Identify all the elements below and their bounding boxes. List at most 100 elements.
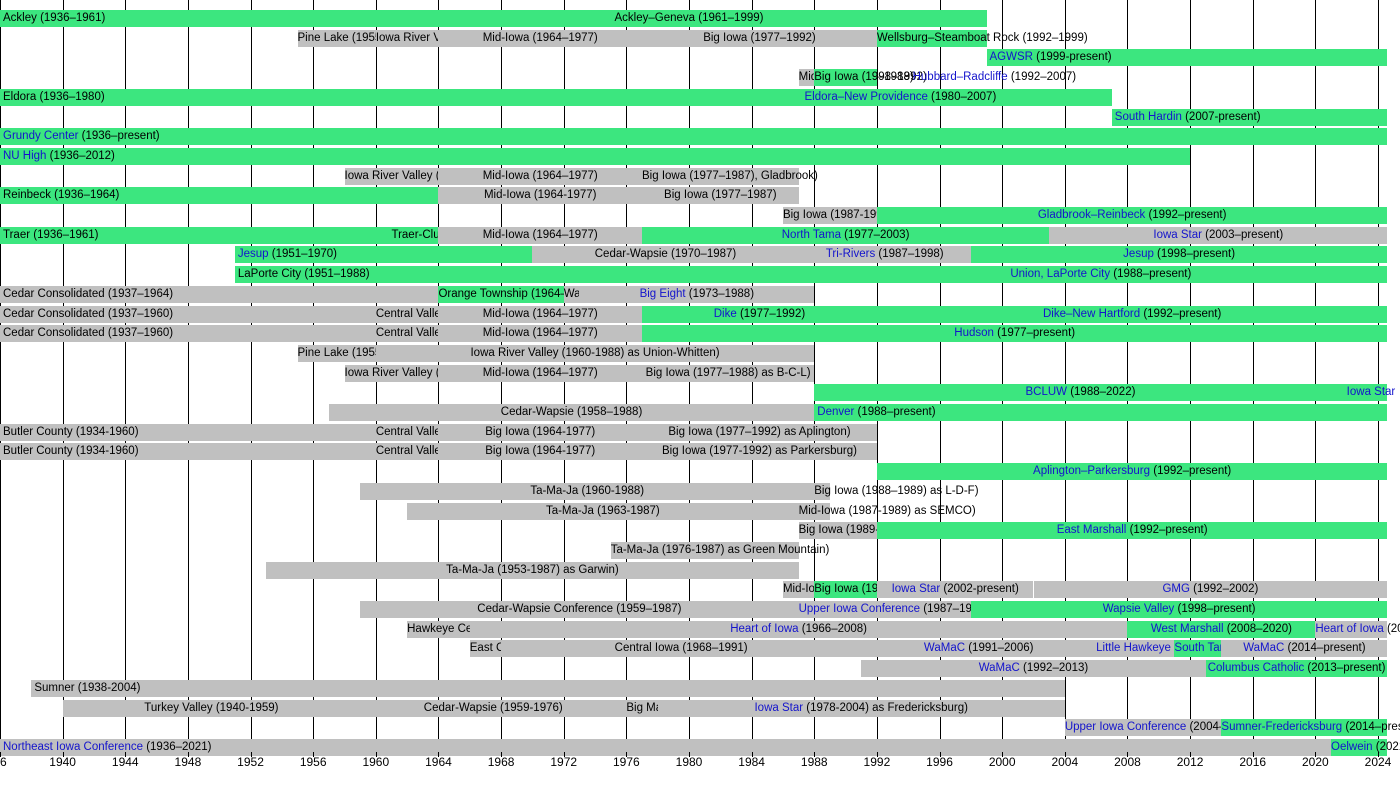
timeline-bar[interactable]: Mid-Iowa (1964–1977) (438, 167, 643, 185)
timeline-bar-name[interactable]: North Tama (781, 228, 841, 241)
timeline-bar-name[interactable]: NU High (3, 149, 47, 162)
timeline-bar-name[interactable]: Little Hawkeye (1096, 642, 1171, 655)
timeline-bar[interactable]: Big Iowa (1977–1987), Gladbrook) (642, 167, 818, 185)
timeline-bar[interactable]: Heart of Iowa (2020–present) (1315, 620, 1400, 638)
timeline-bar-name[interactable]: Aplington–Parkersburg (1033, 465, 1151, 478)
timeline-bar-name[interactable]: GMG (1162, 583, 1190, 596)
timeline-bar[interactable]: Orange Township (1964–1972) (438, 285, 596, 303)
timeline-bar-name[interactable]: Denver (817, 406, 855, 418)
timeline-bar-name[interactable]: Dike–New Hartford (1042, 307, 1141, 320)
timeline-bar[interactable]: Big Iowa (1964-1977) (438, 423, 643, 441)
timeline-bar[interactable]: Denver (1988–present) (814, 404, 1388, 421)
timeline-bar[interactable]: Upper Iowa Conference (1987–1998) (798, 601, 989, 618)
timeline-bar[interactable]: Mid-Iowa (1964–1977) (438, 305, 643, 323)
timeline-bar[interactable]: Wapsie Valley (1998–present) (970, 601, 1388, 618)
timeline-bar[interactable]: East Marshall (1992–present) (876, 522, 1388, 540)
timeline-bar[interactable]: WaMaC (2014–present) (1221, 640, 1388, 658)
timeline-bar[interactable]: Big Iowa (1988–1989) as L-D-F) (814, 482, 979, 500)
timeline-bar[interactable]: Big Iowa (1998–1992) (814, 581, 927, 599)
timeline-bar[interactable]: Aplington–Parkersburg (1992–present) (876, 463, 1388, 481)
timeline-bar[interactable]: Eldora–New Providence (1980–2007) (689, 88, 1112, 106)
timeline-bar[interactable]: Northeast Iowa Conference (1936–2021) (0, 738, 1332, 756)
timeline-bar-name[interactable]: Jesup (237, 248, 269, 261)
timeline-bar-name[interactable]: Iowa Star (891, 583, 941, 596)
timeline-bar[interactable]: Cedar Consolidated (1937–1960) (0, 305, 376, 323)
timeline-bar-name[interactable]: Upper Iowa Conference (1064, 721, 1187, 734)
timeline-bar[interactable]: Ta-Ma-Ja (1953-1987) as Garwin) (266, 561, 799, 579)
timeline-bar[interactable]: Cedar Consolidated (1937–1964) (0, 285, 439, 303)
timeline-bar-name[interactable]: Jesup (1123, 248, 1154, 261)
timeline-bar-name[interactable]: Dike (713, 307, 737, 320)
timeline-bar[interactable]: Mid-Iowa (1964–1977) (438, 29, 643, 47)
timeline-bar[interactable]: Sumner (1938-2004) (31, 679, 1065, 697)
timeline-bar-name[interactable]: BCLUW (1025, 386, 1068, 399)
timeline-bar[interactable]: Big Iowa (1977–1992) (642, 29, 877, 47)
timeline-bar[interactable]: Turkey Valley (1940-1959) (62, 699, 361, 717)
timeline-bar[interactable]: Hawkeye Central Nine (1962–1966) (407, 620, 590, 638)
timeline-bar[interactable]: Waterloo Central (1972–1973) (563, 285, 718, 303)
timeline-bar[interactable]: Union, LaPorte City (1988–present) (814, 266, 1388, 284)
timeline-bar-name[interactable]: Northeast Iowa Conference (3, 740, 143, 753)
timeline-bar-name[interactable]: Tri-Rivers (825, 248, 876, 261)
timeline-bar-name[interactable]: Heart of Iowa (730, 622, 799, 635)
timeline-bar-name[interactable]: Grundy Center (3, 130, 79, 143)
timeline-bar[interactable]: Big Iowa (1998–1992) (814, 69, 927, 87)
timeline-bar[interactable]: Central Iowa (1968–1991) (501, 640, 862, 658)
timeline-bar[interactable]: Big Eight (1973–1988) (579, 285, 815, 303)
timeline-bar[interactable]: Little Hawkeye (2006–2011) (1096, 640, 1238, 658)
timeline-bar[interactable]: Iowa Star (2002-present) (876, 581, 1034, 599)
timeline-bar[interactable]: Cedar-Wapsie Conference (1959–1987) (360, 601, 799, 618)
timeline-bar-name[interactable]: Columbus Catholic (1207, 662, 1305, 675)
timeline-bar[interactable]: Cedar-Wapsie (1959-1976) (360, 699, 627, 717)
timeline-bar[interactable]: Central Valley (1960-1964) (375, 443, 512, 461)
timeline-bar[interactable]: Grundy Center (1936–present) (0, 128, 1388, 146)
timeline-bar[interactable]: Traer (1936–1961) (0, 226, 392, 244)
timeline-bar-name[interactable]: Hudson (954, 327, 994, 340)
timeline-bar[interactable]: AGWSR (1999-present) (986, 49, 1388, 67)
timeline-bar[interactable]: Ackley (1936–1961) (0, 10, 392, 27)
timeline-bar[interactable]: Iowa River Valley (1960–1964) (344, 167, 501, 185)
timeline-bar-name[interactable]: Iowa Star (1153, 228, 1202, 241)
timeline-bar[interactable]: Butler County (1934-1960) (0, 443, 376, 461)
timeline-bar[interactable]: Butler County (1934-1960) (0, 423, 376, 441)
timeline-bar[interactable]: Central Valley (1960-1964) (375, 423, 512, 441)
timeline-bar-name[interactable]: Iowa Star (1346, 386, 1396, 399)
timeline-bar[interactable]: West Marshall (2008–2020) (1127, 620, 1316, 638)
timeline-bar-name[interactable]: Eldora–New Providence (804, 90, 928, 103)
timeline-bar[interactable]: GMG (1992–2002) (1033, 581, 1388, 599)
timeline-bar[interactable]: Mid-Iowa (1964–1977) (438, 226, 643, 244)
timeline-bar[interactable]: Big Iowa (1977-1992) as Parkersburg) (642, 443, 877, 461)
timeline-bar[interactable]: Gladbrook–Reinbeck (1992–present) (876, 207, 1388, 224)
timeline-bar[interactable]: Iowa River Valley (1960–1964) (375, 29, 532, 47)
timeline-bar[interactable]: Big Iowa (1977–1987) (642, 187, 799, 205)
timeline-bar[interactable]: Ackley–Geneva (1961–1999) (391, 10, 987, 27)
timeline-bar[interactable]: Iowa River Valley (1960–1964) (344, 364, 501, 382)
timeline-bar[interactable]: Ta-Ma-Ja (1960-1988) (360, 482, 815, 500)
timeline-bar[interactable]: Jesup (1998–present) (970, 246, 1388, 264)
timeline-bar[interactable]: Big Iowa (1977–1988) as B-C-L) (642, 364, 815, 382)
timeline-bar[interactable]: Tri-Rivers (1987–1998) (798, 246, 971, 264)
timeline-bar[interactable]: Iowa River Valley (1960-1988) as Union-W… (375, 344, 815, 362)
timeline-bar[interactable]: Big Iowa (1964-1977) (438, 443, 643, 461)
timeline-bar[interactable]: North Tama (1977–2003) (642, 226, 1050, 244)
timeline-bar[interactable]: East Central (1967–1968) (469, 640, 601, 658)
timeline-bar[interactable]: Mid-Iowa (1964–1977) (438, 364, 643, 382)
timeline-bar-name[interactable]: WaMaC (1243, 642, 1285, 655)
timeline-bar[interactable]: Sumner-Fredericksburg (2014–present) (1221, 719, 1400, 737)
timeline-bar-name[interactable]: Heart of Iowa (1315, 622, 1384, 635)
timeline-bar[interactable]: Dike (1977–1992) (642, 305, 877, 323)
timeline-bar[interactable]: Hudson (1977–present) (642, 325, 1388, 343)
timeline-bar[interactable]: Pine Lake (1955-1960) (297, 344, 415, 362)
timeline-bar-name[interactable]: East Marshall (1056, 524, 1127, 537)
timeline-bar-name[interactable]: Union, LaPorte City (1010, 268, 1111, 281)
timeline-bar[interactable]: BCLUW (1988–2022) (814, 384, 1347, 402)
timeline-bar[interactable]: Big Iowa (1977–1992) as Aplington) (642, 423, 877, 441)
timeline-bar[interactable]: Big Iowa (1987-1992) (782, 207, 893, 224)
timeline-bar-name[interactable]: Hubbard–Radcliffe (912, 71, 1008, 84)
timeline-bar[interactable]: Mid-Iowa (1987–1988) (782, 581, 898, 599)
timeline-bar[interactable]: WaMaC (1992–2013) (861, 660, 1206, 678)
timeline-bar-name[interactable]: WaMaC (978, 662, 1020, 675)
timeline-bar[interactable]: WaMaC (1991–2006) (861, 640, 1097, 658)
timeline-bar[interactable]: South Hardin (2007-present) (1111, 108, 1388, 126)
timeline-bar[interactable]: NU High (1936–2012) (0, 147, 1191, 165)
